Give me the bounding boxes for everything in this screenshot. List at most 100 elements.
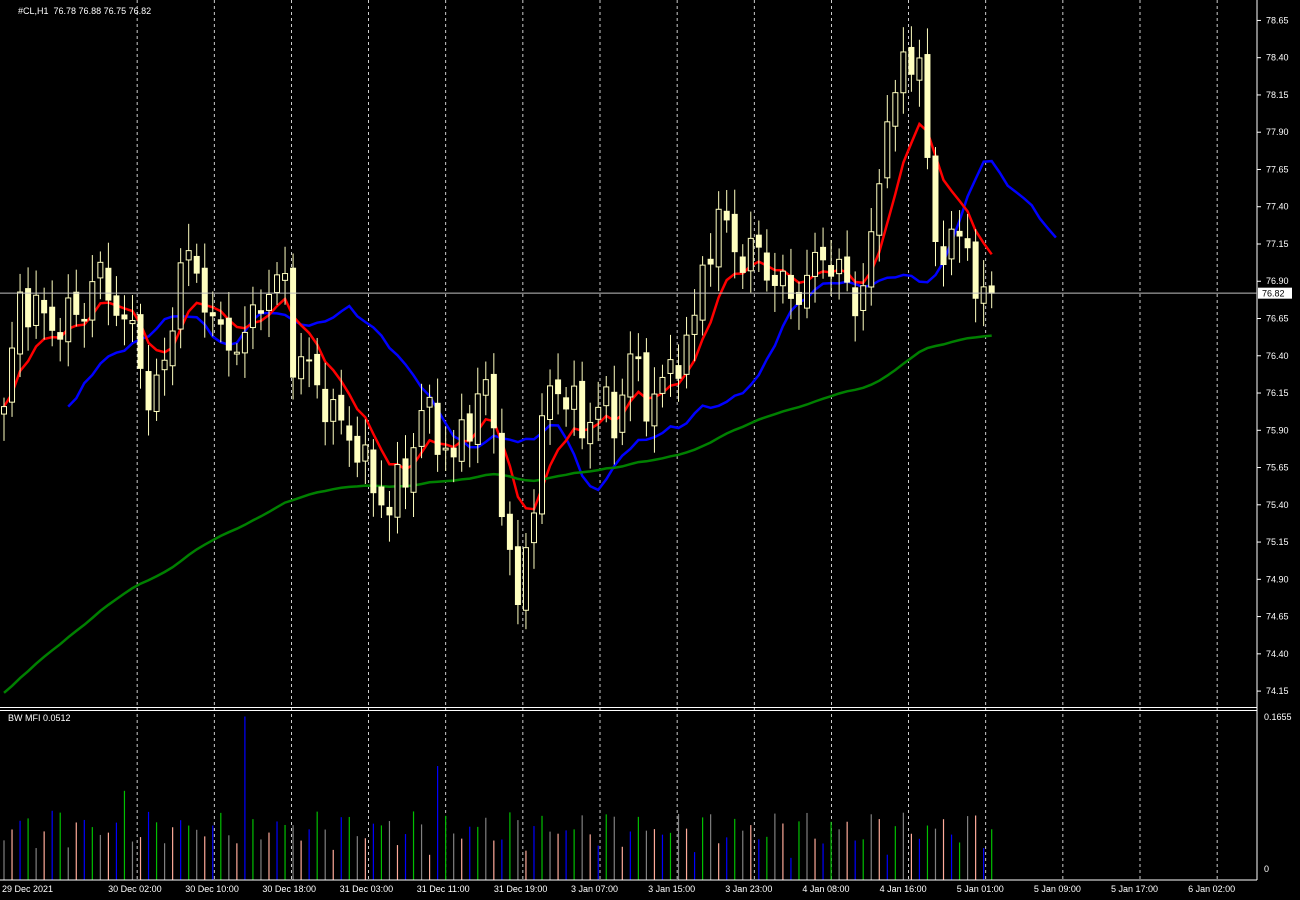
candle bbox=[282, 246, 289, 305]
candle bbox=[555, 353, 562, 415]
candle bbox=[908, 26, 915, 92]
price-tick-label: 77.90 bbox=[1266, 127, 1289, 137]
candle bbox=[916, 39, 923, 107]
time-axis-ticks: 29 Dec 2021 30 Dec 02:00 30 Dec 10:00 30 De… bbox=[2, 884, 1235, 894]
mfi-axis-ticks: 0.1655 0 bbox=[1264, 712, 1292, 874]
candle bbox=[924, 28, 931, 170]
price-tick-label: 76.65 bbox=[1266, 314, 1289, 324]
candle bbox=[89, 255, 96, 338]
candle bbox=[795, 281, 802, 330]
candle bbox=[723, 190, 730, 233]
candle bbox=[362, 419, 369, 484]
time-tick-label: 6 Jan 02:00 bbox=[1188, 884, 1235, 894]
candle bbox=[844, 230, 851, 292]
time-tick-label: 4 Jan 08:00 bbox=[802, 884, 849, 894]
current-price-label: 76.82 bbox=[1262, 289, 1285, 299]
time-tick-label: 29 Dec 2021 bbox=[2, 884, 53, 894]
mfi-tick-label: 0 bbox=[1264, 864, 1269, 874]
time-tick-label: 31 Dec 03:00 bbox=[340, 884, 394, 894]
price-tick-label: 78.15 bbox=[1266, 90, 1289, 100]
price-tick-label: 74.65 bbox=[1266, 612, 1289, 622]
candle bbox=[25, 267, 32, 351]
candle bbox=[619, 378, 626, 446]
candle bbox=[370, 439, 377, 517]
time-tick-label: 31 Dec 19:00 bbox=[494, 884, 548, 894]
indicator-header: BW MFI 0.0512 bbox=[8, 713, 71, 723]
time-tick-label: 30 Dec 18:00 bbox=[262, 884, 316, 894]
candle bbox=[707, 233, 714, 287]
candle bbox=[900, 27, 907, 114]
candle bbox=[522, 533, 529, 630]
candle bbox=[964, 213, 971, 261]
candle bbox=[804, 249, 810, 319]
price-tick-label: 74.15 bbox=[1266, 686, 1289, 696]
candle bbox=[506, 501, 513, 576]
candle bbox=[322, 362, 329, 446]
time-tick-label: 5 Jan 01:00 bbox=[957, 884, 1004, 894]
price-tick-label: 75.65 bbox=[1266, 463, 1289, 473]
candle bbox=[113, 276, 120, 327]
candle bbox=[579, 361, 586, 450]
price-tick-label: 77.40 bbox=[1266, 202, 1289, 212]
candle bbox=[9, 321, 16, 417]
candle bbox=[129, 294, 136, 342]
price-tick-label: 75.40 bbox=[1266, 500, 1289, 510]
candle bbox=[402, 435, 409, 510]
candle bbox=[747, 211, 754, 293]
candle bbox=[330, 388, 337, 445]
candle bbox=[434, 378, 441, 472]
ma-line bbox=[2, 121, 993, 511]
candle bbox=[105, 242, 112, 326]
candle bbox=[137, 303, 144, 389]
candle bbox=[860, 263, 867, 331]
candle bbox=[209, 291, 216, 337]
candle bbox=[410, 433, 417, 518]
candle bbox=[306, 337, 313, 388]
candle bbox=[41, 287, 48, 340]
candle bbox=[820, 227, 827, 279]
price-tick-label: 78.65 bbox=[1266, 15, 1289, 25]
candle bbox=[346, 406, 353, 467]
candle bbox=[394, 441, 401, 534]
time-tick-label: 30 Dec 10:00 bbox=[185, 884, 239, 894]
candle bbox=[298, 332, 305, 395]
candle bbox=[956, 210, 963, 263]
candle bbox=[378, 460, 385, 518]
candle bbox=[498, 408, 505, 526]
price-tick-label: 78.40 bbox=[1266, 53, 1289, 63]
candle bbox=[892, 79, 899, 152]
candle bbox=[217, 301, 224, 343]
candle bbox=[1, 397, 7, 441]
mfi-histogram bbox=[3, 716, 993, 880]
candle bbox=[169, 307, 176, 386]
candle bbox=[145, 344, 152, 436]
moving-average-lines bbox=[2, 121, 1057, 694]
candle bbox=[65, 274, 72, 367]
candle bbox=[691, 289, 698, 362]
candle bbox=[225, 292, 232, 377]
candle bbox=[715, 191, 722, 292]
candle bbox=[233, 343, 240, 366]
candle bbox=[771, 252, 778, 312]
candle bbox=[539, 393, 546, 525]
candle bbox=[490, 353, 497, 454]
candle bbox=[659, 364, 666, 408]
ma-line bbox=[67, 159, 1057, 492]
candle bbox=[651, 367, 658, 453]
time-tick-label: 4 Jan 16:00 bbox=[880, 884, 927, 894]
price-tick-label: 75.15 bbox=[1266, 537, 1289, 547]
candle bbox=[49, 280, 56, 347]
candle bbox=[587, 402, 594, 469]
time-tick-label: 3 Jan 15:00 bbox=[648, 884, 695, 894]
mfi-tick-label: 0.1655 bbox=[1264, 712, 1292, 722]
price-tick-label: 76.15 bbox=[1266, 388, 1289, 398]
time-tick-label: 5 Jan 09:00 bbox=[1034, 884, 1081, 894]
candle bbox=[249, 286, 256, 350]
candle bbox=[201, 243, 208, 338]
candle bbox=[314, 337, 321, 399]
candle bbox=[73, 269, 80, 327]
candle bbox=[482, 361, 489, 416]
candle bbox=[241, 306, 248, 378]
